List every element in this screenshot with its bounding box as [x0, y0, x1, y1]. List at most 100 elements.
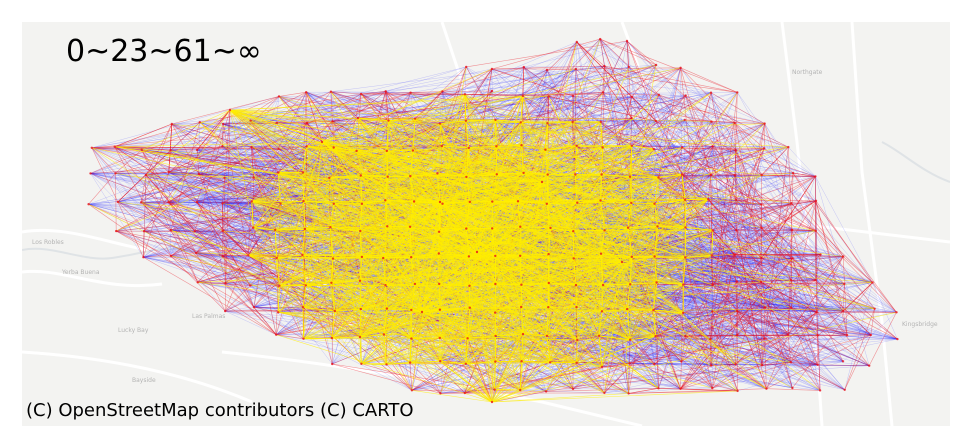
- basemap-roads: [22, 22, 950, 426]
- basemap-place-label: Northgate: [792, 69, 823, 76]
- flow-line-long: [491, 68, 712, 122]
- flow-line-long: [791, 176, 816, 204]
- flow-line-long: [90, 121, 200, 174]
- flow-line-long: [523, 40, 628, 68]
- flow-line-long: [520, 64, 657, 123]
- flow-line-long: [115, 91, 331, 174]
- flow-line-long: [658, 94, 818, 365]
- flow-line-long: [143, 93, 362, 258]
- flow-line-long: [576, 41, 737, 231]
- flow-line-long: [736, 307, 766, 312]
- basemap-road: [780, 22, 824, 426]
- flow-line-long: [788, 146, 816, 177]
- flow-line-long: [361, 363, 713, 389]
- flow-line-long: [197, 66, 467, 151]
- flow-line-long: [248, 172, 304, 256]
- flow-line-long: [170, 150, 223, 257]
- flow-line-long: [631, 145, 845, 390]
- flow-line-long: [653, 148, 762, 176]
- flow-line-long: [761, 364, 821, 391]
- flow-line-long: [629, 363, 712, 366]
- flow-line-long: [604, 65, 816, 177]
- flow-line-long: [222, 122, 277, 147]
- flow-line-long: [576, 41, 765, 124]
- flow-line-long: [572, 68, 577, 123]
- flow-line-long: [141, 149, 303, 173]
- flow-line-long: [766, 256, 844, 389]
- flow-line-long: [116, 230, 304, 308]
- flow-line-long: [764, 148, 816, 177]
- flow-line-long: [548, 96, 845, 285]
- flow-line-long: [168, 171, 254, 228]
- flow-line-long: [631, 145, 737, 231]
- basemap-road: [620, 22, 950, 244]
- flow-line-long: [765, 307, 848, 336]
- flow-line-long: [628, 388, 681, 394]
- flow-line-long: [790, 334, 871, 363]
- flow-line-long: [629, 307, 766, 364]
- flow-line-long: [250, 285, 333, 339]
- flow-line-long: [764, 338, 821, 391]
- flow-line-long: [761, 258, 792, 281]
- flow-line-long: [117, 177, 225, 203]
- flow-line-long: [114, 65, 605, 147]
- flow-line-long: [171, 67, 681, 125]
- flow-line-long: [523, 66, 898, 340]
- flow-line-long: [737, 361, 844, 392]
- flow-line-long: [199, 95, 573, 123]
- flow-line-long: [546, 335, 577, 363]
- flow-line-long: [601, 339, 711, 368]
- flow-line-long: [604, 392, 629, 394]
- flow-line-long: [820, 254, 873, 283]
- flow-line-long: [248, 227, 254, 256]
- flow-line-long: [874, 308, 897, 313]
- flow-line-long: [760, 229, 793, 283]
- flow-line-long: [91, 96, 280, 149]
- flow-line-long: [737, 92, 872, 336]
- flow-line-long: [601, 92, 738, 368]
- flow-line-long: [576, 40, 628, 146]
- flow-line-long: [736, 199, 818, 313]
- flow-line-long: [91, 147, 145, 232]
- flow-line-long: [764, 254, 821, 339]
- basemap-road: [850, 22, 894, 426]
- flow-line-long: [599, 38, 709, 200]
- flow-line-long: [194, 231, 255, 308]
- flow-line-long: [224, 96, 280, 178]
- flow-line-long: [491, 90, 765, 124]
- flow-line-long: [523, 66, 844, 362]
- flow-line-long: [658, 175, 735, 389]
- flow-line-long: [572, 362, 791, 390]
- flow-line-long: [195, 252, 255, 308]
- flow-line-long: [170, 173, 200, 256]
- flow-line-long: [117, 201, 521, 391]
- flow-line-long: [383, 334, 629, 394]
- flow-line-long: [225, 92, 307, 284]
- flow-line-long: [145, 174, 195, 232]
- flow-line-long: [541, 181, 845, 391]
- flow-line-long: [604, 65, 816, 281]
- flow-line-long: [572, 66, 629, 123]
- flow-line-long: [572, 312, 817, 390]
- flow-line-long: [604, 65, 897, 313]
- flow-line-long: [736, 310, 793, 389]
- flow-line-long: [198, 146, 223, 175]
- flow-line-long: [572, 281, 762, 390]
- flow-line-long: [712, 364, 818, 389]
- flow-line-long: [572, 387, 713, 390]
- flow-line-long: [684, 199, 738, 282]
- flow-line-long: [681, 338, 898, 362]
- map-panel[interactable]: Los Robles Yerba Buena Lucky Bay Las Palmas…: [22, 22, 950, 426]
- flow-line-long: [684, 119, 844, 312]
- flow-line-long: [736, 148, 765, 282]
- basemap-road: [22, 350, 253, 404]
- flow-line-long: [761, 174, 817, 202]
- flow-line-long: [735, 150, 763, 366]
- basemap-place-label: Bayside: [132, 377, 156, 384]
- flow-line-long: [735, 149, 816, 177]
- flow-line-long: [764, 307, 792, 339]
- flow-line-long: [816, 312, 870, 366]
- flow-line-long: [330, 91, 411, 93]
- flow-line-long: [764, 123, 817, 201]
- flow-line-long: [88, 121, 573, 205]
